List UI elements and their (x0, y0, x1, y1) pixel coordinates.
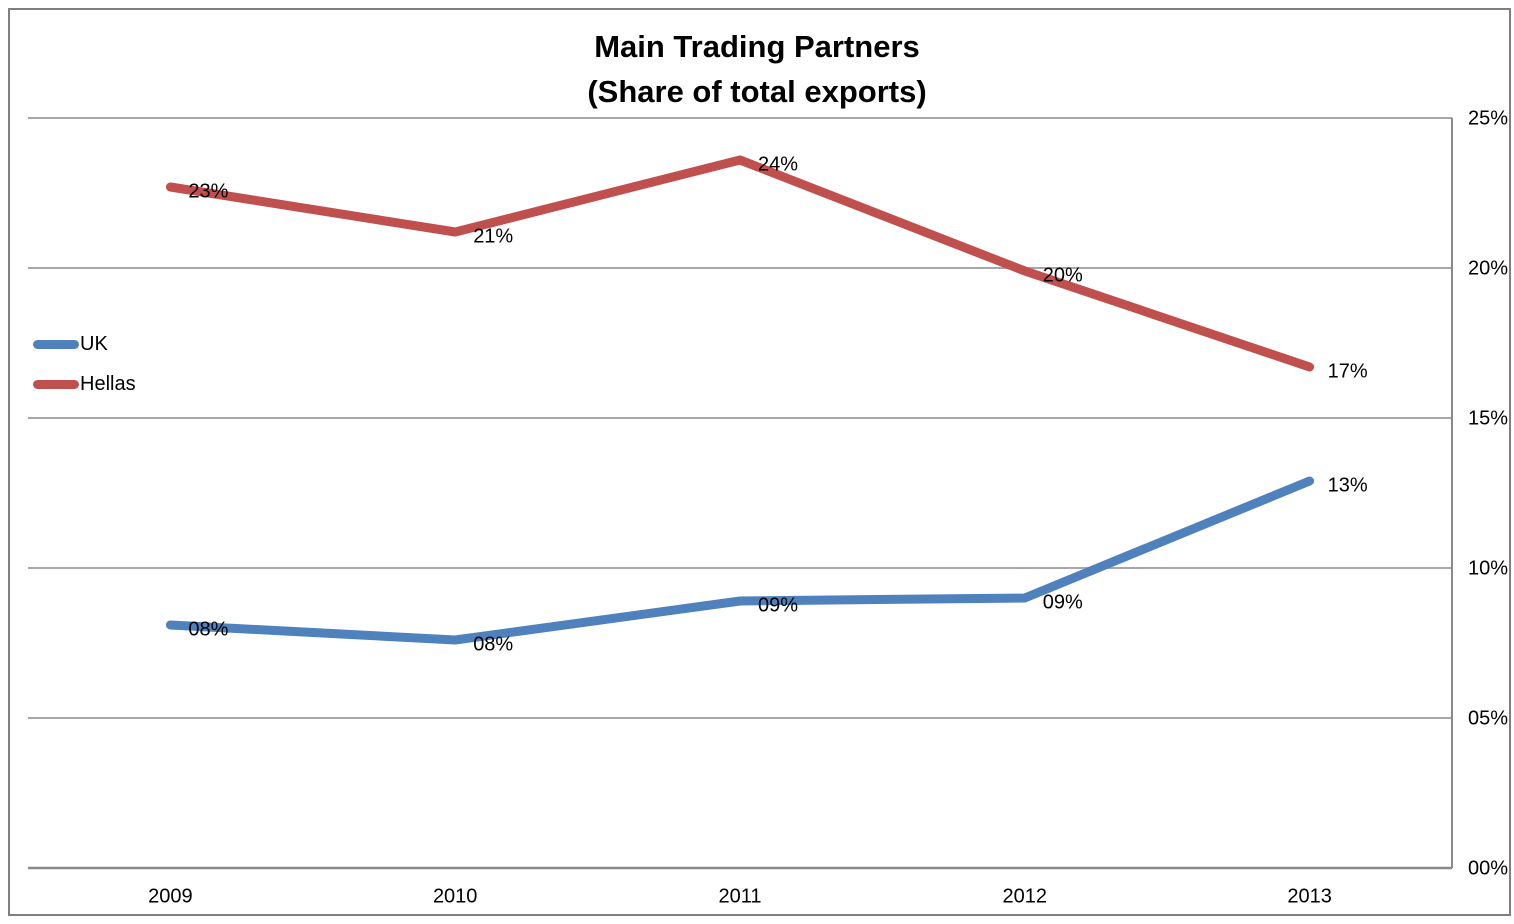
legend-label-uk: UK (80, 332, 108, 355)
y-tick-label: 15% (1468, 407, 1508, 429)
data-label-hellas: 21% (473, 225, 513, 247)
data-label-hellas: 20% (1043, 264, 1083, 286)
data-label-uk: 09% (1043, 591, 1083, 613)
legend-item-hellas: Hellas (33, 364, 136, 404)
data-label-uk: 08% (188, 618, 228, 640)
legend-label-hellas: Hellas (80, 372, 136, 395)
legend-item-uk: UK (33, 324, 136, 364)
y-tick-label: 00% (1468, 857, 1508, 879)
legend: UK Hellas (33, 324, 136, 404)
hellas-line-swatch-icon (33, 379, 79, 389)
chart-title-line2: (Share of total exports) (587, 74, 927, 109)
y-tick-label: 25% (1468, 107, 1508, 129)
x-tick-label: 2013 (1287, 885, 1332, 907)
series-line-uk (165, 476, 1315, 645)
data-label-hellas: 17% (1328, 360, 1368, 382)
x-tick-label: 2012 (1003, 885, 1048, 907)
data-label-uk: 09% (758, 594, 798, 616)
x-tick-label: 2010 (433, 885, 478, 907)
series-line-hellas (165, 155, 1315, 372)
chart-title: Main Trading Partners (Share of total ex… (0, 24, 1514, 114)
uk-line-swatch-icon (33, 339, 79, 349)
y-tick-label: 20% (1468, 257, 1508, 279)
data-label-uk: 13% (1328, 474, 1368, 496)
chart-title-line1: Main Trading Partners (594, 29, 920, 64)
y-tick-label: 05% (1468, 707, 1508, 729)
data-label-hellas: 24% (758, 153, 798, 175)
x-tick-label: 2011 (718, 885, 761, 907)
y-tick-label: 10% (1468, 557, 1508, 579)
data-label-hellas: 23% (188, 180, 228, 202)
data-label-uk: 08% (473, 633, 513, 655)
x-tick-label: 2009 (148, 885, 193, 907)
